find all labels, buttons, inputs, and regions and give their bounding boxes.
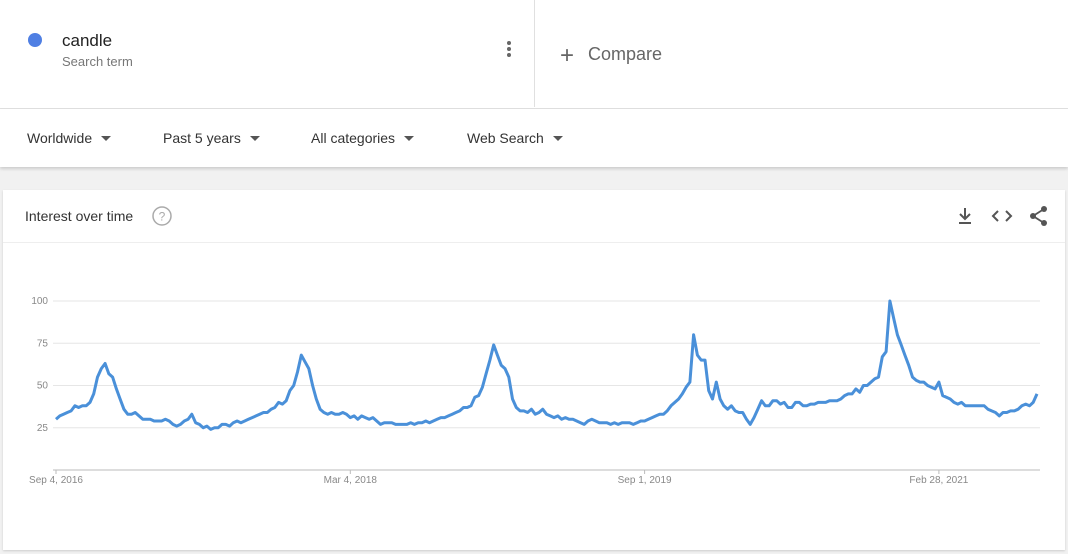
dropdown-arrow xyxy=(404,136,415,141)
x-tick-label: Sep 1, 2019 xyxy=(618,475,672,486)
divider xyxy=(3,242,1065,243)
widget-title-text: Interest over time xyxy=(25,208,134,224)
search-header: candle Search term + Compare xyxy=(0,0,1068,109)
dropdown-arrow xyxy=(249,136,260,141)
svg-text:?: ? xyxy=(159,210,166,224)
help-icon[interactable]: ? xyxy=(151,205,173,227)
y-tick-label: 100 xyxy=(31,296,48,307)
widget-title: Interest over time ? xyxy=(25,206,172,226)
term-color-dot xyxy=(28,33,42,47)
dropdown-arrow xyxy=(552,136,563,141)
term-type: Search term xyxy=(62,54,133,69)
dropdown-arrow xyxy=(101,136,112,141)
y-tick-label: 75 xyxy=(37,338,49,349)
compare-button[interactable]: + Compare xyxy=(560,42,663,69)
y-tick-label: 50 xyxy=(37,381,49,392)
filter-dropdown[interactable]: All categories xyxy=(311,130,415,146)
x-tick-label: Mar 4, 2018 xyxy=(324,475,378,486)
filter-bar: Worldwide Past 5 years All categories Web S… xyxy=(0,109,1068,167)
filter-dropdown[interactable]: Worldwide xyxy=(27,130,112,146)
y-tick-label: 25 xyxy=(37,423,49,434)
widget: Interest over time ? xyxy=(3,190,1065,550)
more-menu[interactable] xyxy=(504,40,514,60)
filter-label: All categories xyxy=(311,130,396,146)
x-tick-label: Sep 4, 2016 xyxy=(29,475,83,486)
term-name: candle xyxy=(62,31,113,50)
filter-label: Past 5 years xyxy=(163,130,241,146)
trend-line xyxy=(54,299,1039,431)
download-icon[interactable] xyxy=(957,207,973,225)
compare-label: Compare xyxy=(588,44,663,64)
x-tick-label: Feb 28, 2021 xyxy=(909,475,968,486)
filter-label: Web Search xyxy=(467,130,544,146)
embed-icon[interactable] xyxy=(991,208,1013,224)
filter-dropdown[interactable]: Web Search xyxy=(467,130,563,146)
term-box[interactable]: candle Search term xyxy=(4,0,535,107)
filter-dropdown[interactable]: Past 5 years xyxy=(163,130,260,146)
filter-label: Worldwide xyxy=(27,130,93,146)
share-icon[interactable] xyxy=(1029,205,1049,227)
